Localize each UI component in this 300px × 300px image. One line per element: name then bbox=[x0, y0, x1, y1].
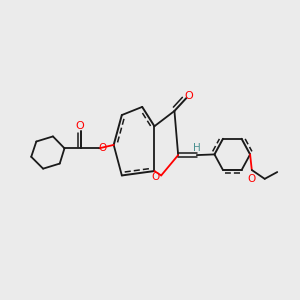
Text: O: O bbox=[184, 91, 194, 101]
Text: H: H bbox=[193, 142, 201, 153]
Text: O: O bbox=[248, 174, 256, 184]
Text: O: O bbox=[75, 121, 84, 131]
Text: O: O bbox=[98, 143, 106, 153]
Text: O: O bbox=[151, 172, 159, 182]
